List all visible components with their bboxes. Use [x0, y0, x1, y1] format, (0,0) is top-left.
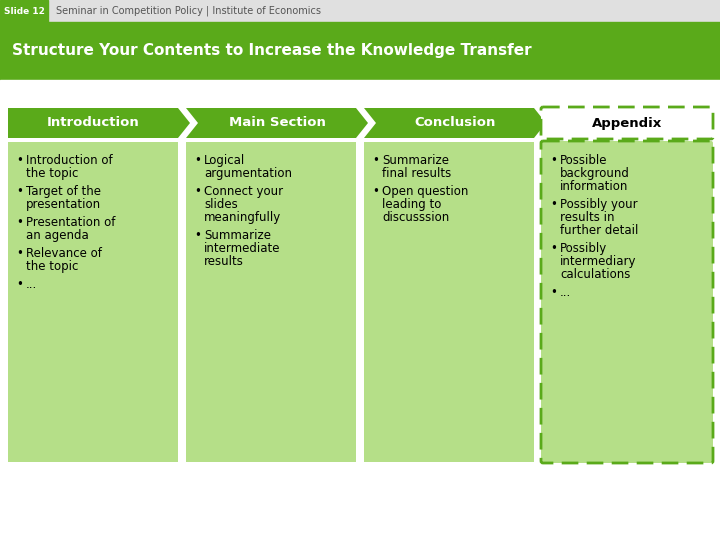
Text: background: background	[560, 167, 630, 180]
Text: •: •	[16, 278, 23, 291]
Text: slides: slides	[204, 198, 238, 211]
Text: the topic: the topic	[26, 260, 78, 273]
Bar	[8, 142, 178, 462]
Text: results: results	[204, 255, 244, 268]
Text: Slide 12: Slide 12	[4, 6, 45, 16]
Text: Introduction of: Introduction of	[26, 154, 112, 167]
Text: Target of the: Target of the	[26, 185, 101, 198]
Text: •: •	[16, 247, 23, 260]
Text: intermediary: intermediary	[560, 255, 636, 268]
Bar	[364, 142, 534, 462]
Text: Possibly your: Possibly your	[560, 198, 638, 211]
Text: Connect your: Connect your	[204, 185, 283, 198]
Bar	[0, 108, 720, 540]
Text: Summarize: Summarize	[382, 154, 449, 167]
Bar	[0, 0, 48, 22]
Text: Appendix: Appendix	[592, 117, 662, 130]
Text: •: •	[16, 216, 23, 229]
Text: •: •	[550, 198, 557, 211]
Text: Introduction: Introduction	[47, 117, 140, 130]
Bar	[186, 142, 356, 462]
Text: final results: final results	[382, 167, 451, 180]
Text: •: •	[194, 185, 201, 198]
Text: Summarize: Summarize	[204, 229, 271, 242]
FancyBboxPatch shape	[541, 107, 713, 139]
Text: ...: ...	[560, 286, 571, 299]
Text: discusssion: discusssion	[382, 211, 449, 224]
Polygon shape	[186, 108, 368, 138]
Text: the topic: the topic	[26, 167, 78, 180]
Text: Open question: Open question	[382, 185, 469, 198]
Text: •: •	[16, 185, 23, 198]
Text: •: •	[372, 154, 379, 167]
Text: •: •	[372, 185, 379, 198]
Bar	[0, 80, 720, 108]
Text: calculations: calculations	[560, 268, 631, 281]
Text: meaningfully: meaningfully	[204, 211, 282, 224]
Text: Structure Your Contents to Increase the Knowledge Transfer: Structure Your Contents to Increase the …	[12, 44, 531, 58]
Text: intermediate: intermediate	[204, 242, 281, 255]
FancyBboxPatch shape	[541, 141, 713, 463]
Text: •: •	[550, 286, 557, 299]
Text: argumentation: argumentation	[204, 167, 292, 180]
Text: Logical: Logical	[204, 154, 246, 167]
Bar	[0, 22, 720, 80]
Text: leading to: leading to	[382, 198, 441, 211]
Text: Possible: Possible	[560, 154, 608, 167]
Text: Seminar in Competition Policy | Institute of Economics: Seminar in Competition Policy | Institut…	[56, 6, 321, 16]
Text: results in: results in	[560, 211, 614, 224]
Text: Presentation of: Presentation of	[26, 216, 115, 229]
Text: Main Section: Main Section	[228, 117, 325, 130]
Text: •: •	[16, 154, 23, 167]
Polygon shape	[364, 108, 546, 138]
Text: ...: ...	[26, 278, 37, 291]
Text: •: •	[194, 154, 201, 167]
Text: Conclusion: Conclusion	[414, 117, 495, 130]
Text: •: •	[194, 229, 201, 242]
Text: •: •	[550, 154, 557, 167]
Text: Relevance of: Relevance of	[26, 247, 102, 260]
Text: •: •	[550, 242, 557, 255]
Text: information: information	[560, 180, 629, 193]
Text: Possibly: Possibly	[560, 242, 607, 255]
Bar	[0, 0, 720, 22]
Polygon shape	[8, 108, 190, 138]
Text: further detail: further detail	[560, 224, 639, 237]
Text: an agenda: an agenda	[26, 229, 89, 242]
Text: presentation: presentation	[26, 198, 101, 211]
